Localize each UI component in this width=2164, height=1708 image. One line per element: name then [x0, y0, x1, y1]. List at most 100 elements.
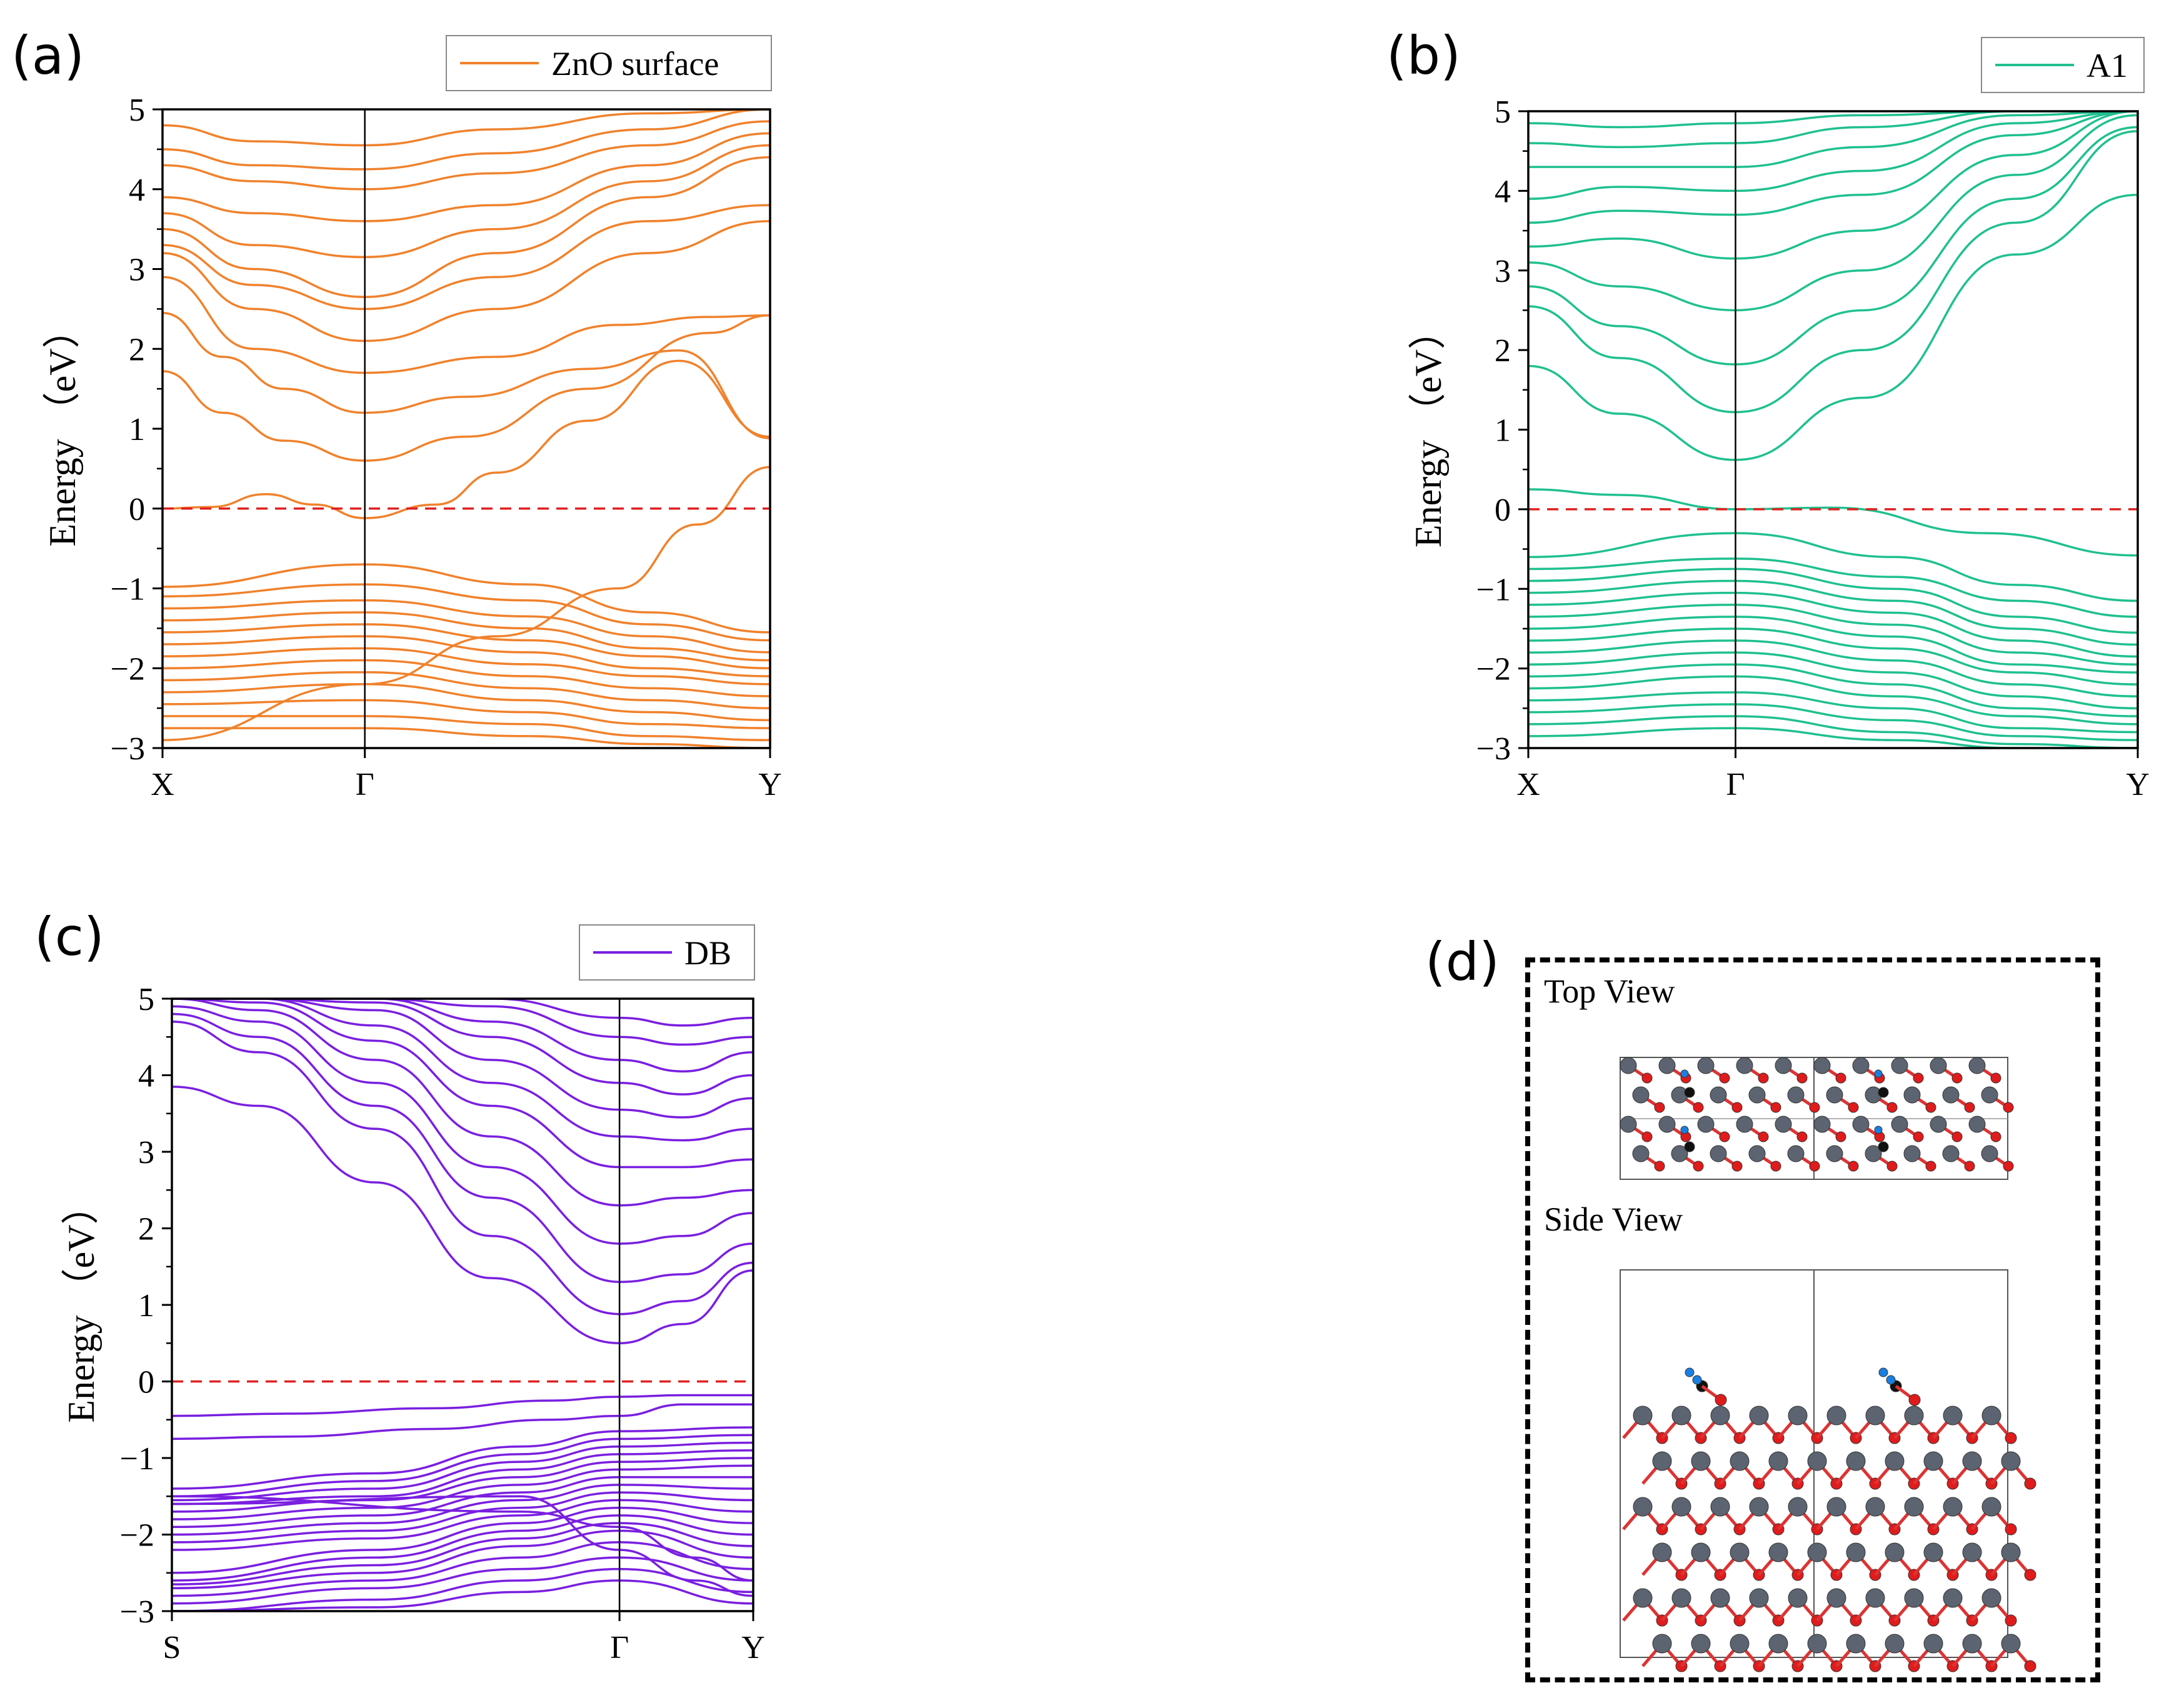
top-o-atom-1-2-0	[1835, 1131, 1846, 1142]
side-zn-atom-1-4-0	[1826, 1588, 1846, 1608]
top-zn-atom-1-0-3	[1930, 1057, 1947, 1074]
band-line-a-7	[163, 144, 770, 259]
y-tick-label-a-2: 3	[129, 252, 145, 288]
side-zn-atom-0-3-2	[1730, 1542, 1750, 1562]
x-tick-label-b-0: X	[1516, 767, 1540, 802]
band-line-b-15	[1528, 591, 2138, 658]
y-tick-label-c-7: −2	[120, 1518, 154, 1554]
y-axis-label-b: Energy （eV）	[1408, 312, 1449, 547]
y-tick-label-b-8: −3	[1476, 731, 1511, 767]
side-zn-atom-1-0-2	[1904, 1406, 1924, 1426]
band-line-c-33	[172, 1495, 753, 1597]
side-h-atom-1-1	[1878, 1367, 1888, 1377]
side-zn-atom-0-1-2	[1730, 1451, 1750, 1471]
top-zn-atom-1-1-2	[1903, 1086, 1921, 1104]
side-zn-atom-0-5-0	[1652, 1634, 1672, 1654]
side-zn-atom-0-4-0	[1633, 1588, 1653, 1608]
side-zn-atom-1-1-4	[2001, 1451, 2021, 1471]
side-zn-atom-0-5-3	[1768, 1634, 1788, 1654]
side-zn-atom-1-2-2	[1904, 1497, 1924, 1517]
band-line-b-19	[1528, 639, 2138, 697]
band-line-a-22	[163, 699, 770, 729]
side-zn-atom-1-5-3	[1962, 1634, 1982, 1654]
band-line-c-21	[172, 1484, 753, 1536]
top-zn-atom-1-3-2	[1903, 1145, 1921, 1162]
top-o-atom-1-3-3	[1964, 1161, 1975, 1172]
top-zn-atom-1-0-4	[1968, 1057, 1986, 1074]
y-tick-label-c-0: 5	[138, 982, 154, 1017]
band-line-b-13	[1528, 567, 2138, 634]
top-zn-atom-1-3-4	[1981, 1145, 1998, 1162]
top-zn-atom-0-3-2	[1710, 1145, 1727, 1162]
band-line-b-23	[1528, 691, 2138, 734]
band-line-b-0	[1528, 488, 2138, 557]
band-line-c-24	[172, 1506, 753, 1574]
top-view-label: Top View	[1544, 972, 1675, 1010]
band-line-a-13	[163, 583, 770, 642]
y-tick-label-b-4: 1	[1495, 413, 1511, 449]
top-o-atom-1-0-3	[1951, 1072, 1963, 1084]
side-h-atom-1-2	[1886, 1375, 1896, 1385]
top-o-atom-0-1-4	[1809, 1102, 1820, 1113]
top-o-atom-1-0-4	[1990, 1072, 2001, 1084]
side-view-label: Side View	[1544, 1201, 1683, 1238]
band-line-b-14	[1528, 579, 2138, 646]
top-o-atom-0-3-3	[1770, 1161, 1781, 1172]
side-zn-atom-1-0-4	[1981, 1406, 2001, 1426]
band-line-b-3	[1528, 126, 2138, 366]
y-tick-label-b-5: 0	[1495, 492, 1511, 528]
band-line-c-2	[172, 1086, 753, 1345]
top-h-atom-1-2	[1874, 1126, 1883, 1134]
band-line-a-19	[163, 659, 770, 697]
side-zn-atom-0-2-1	[1671, 1497, 1691, 1517]
band-line-a-17	[163, 635, 770, 677]
side-zn-atom-0-0-3	[1749, 1406, 1769, 1426]
top-o-atom-0-0-0	[1641, 1072, 1653, 1084]
legend-label-a: ZnO surface	[551, 45, 719, 82]
side-zn-atom-1-4-2	[1904, 1588, 1924, 1608]
top-zn-atom-0-1-3	[1748, 1086, 1766, 1104]
top-o-atom-1-1-1	[1886, 1102, 1898, 1113]
top-zn-atom-0-2-2	[1697, 1116, 1715, 1133]
y-tick-label-b-6: −1	[1476, 572, 1511, 607]
band-line-b-25	[1528, 715, 2138, 748]
band-line-b-20	[1528, 651, 2138, 710]
y-tick-label-b-2: 3	[1495, 254, 1511, 289]
top-h-atom-0-1	[1680, 1069, 1689, 1078]
side-zn-atom-0-0-4	[1788, 1406, 1808, 1426]
y-tick-label-c-8: −3	[120, 1594, 154, 1630]
band-line-c-11	[172, 999, 753, 1073]
band-line-a-8	[163, 132, 770, 222]
side-zn-atom-1-2-0	[1826, 1497, 1846, 1517]
y-axis-label-c: Energy （eV）	[61, 1187, 102, 1422]
top-zn-atom-0-1-2	[1710, 1086, 1727, 1104]
top-o-atom-0-2-2	[1719, 1131, 1730, 1142]
band-line-c-19	[172, 1464, 753, 1521]
side-zn-atom-0-3-1	[1691, 1542, 1711, 1562]
side-o-atom-1-4-4	[2005, 1614, 2017, 1627]
top-zn-atom-0-3-1	[1671, 1145, 1688, 1162]
top-o-atom-1-1-4	[2003, 1102, 2014, 1113]
band-line-c-27	[172, 1529, 753, 1589]
x-tick-label-c-2: Y	[741, 1630, 765, 1666]
band-line-c-4	[172, 1012, 753, 1284]
top-o-atom-0-0-2	[1719, 1072, 1730, 1084]
panel-letter-d: (d)	[1425, 931, 1500, 992]
side-zn-atom-0-1-3	[1768, 1451, 1788, 1471]
band-line-a-3	[163, 276, 770, 374]
top-h-atom-0-2	[1680, 1126, 1689, 1134]
side-o-atom-1-5-4	[2024, 1660, 2036, 1672]
band-line-a-10	[163, 109, 770, 171]
band-line-c-0	[172, 1394, 753, 1417]
side-zn-atom-1-2-4	[1981, 1497, 2001, 1517]
y-tick-label-a-6: −1	[111, 572, 145, 607]
y-tick-label-a-3: 2	[129, 332, 145, 367]
side-zn-atom-0-1-4	[1807, 1451, 1827, 1471]
y-tick-label-a-5: 0	[129, 492, 145, 527]
y-tick-label-a-1: 4	[129, 172, 145, 208]
y-tick-label-b-1: 4	[1495, 174, 1511, 209]
y-tick-label-b-0: 5	[1495, 94, 1511, 130]
band-line-b-12	[1528, 557, 2138, 618]
band-line-c-3	[172, 1021, 753, 1316]
